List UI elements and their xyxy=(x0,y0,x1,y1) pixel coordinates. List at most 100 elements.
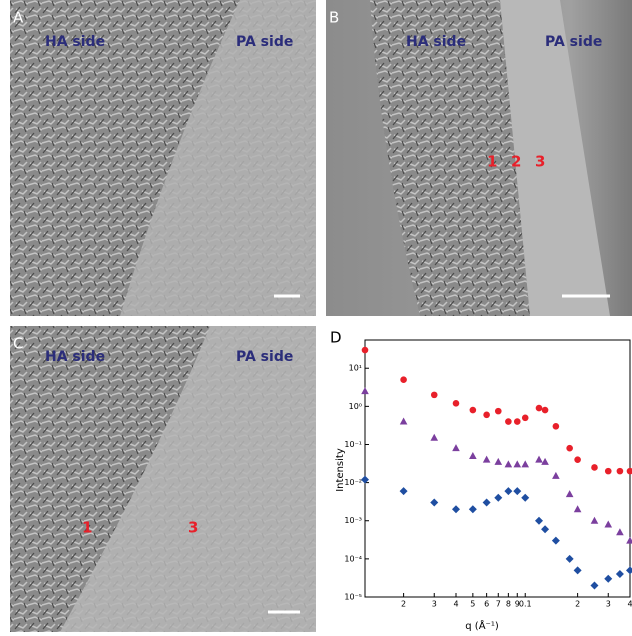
data-point xyxy=(535,404,543,412)
x-tick-label: 7 xyxy=(496,600,501,609)
data-point xyxy=(591,464,598,471)
data-point xyxy=(574,456,581,463)
data-point xyxy=(535,455,543,463)
data-point xyxy=(469,406,477,414)
x-tick-label: 6 xyxy=(484,600,489,609)
data-point xyxy=(521,493,530,502)
data-point xyxy=(521,414,529,422)
y-tick-label: 10⁻² xyxy=(344,478,362,487)
data-point xyxy=(616,528,624,536)
data-point xyxy=(541,457,549,465)
y-tick-label: 10⁻⁴ xyxy=(344,554,362,563)
data-point xyxy=(430,498,439,507)
annotation: 2 xyxy=(511,153,521,171)
data-point xyxy=(504,460,513,468)
data-point xyxy=(615,570,624,579)
data-point xyxy=(452,400,460,407)
data-point xyxy=(573,505,582,513)
panel-label: D xyxy=(330,329,342,347)
data-point xyxy=(552,422,560,430)
y-tick-label: 10⁻¹ xyxy=(344,440,362,449)
data-point xyxy=(604,574,613,583)
annotation: 3 xyxy=(535,153,545,171)
data-point xyxy=(451,505,460,514)
x-tick-label: 3 xyxy=(606,600,611,609)
data-point xyxy=(468,505,477,514)
data-point xyxy=(521,460,530,468)
data-point xyxy=(535,516,544,525)
data-point xyxy=(565,490,574,498)
y-axis-label: Intensity xyxy=(335,448,346,492)
data-point xyxy=(541,406,549,414)
data-point xyxy=(551,536,560,545)
data-point xyxy=(361,346,369,354)
panel-label: A xyxy=(13,9,24,27)
data-point xyxy=(590,581,599,590)
panel-a: A HA side PA side xyxy=(10,0,316,316)
data-point xyxy=(494,493,503,502)
data-point xyxy=(513,487,522,496)
data-point xyxy=(626,536,632,544)
annotation: HA side xyxy=(45,34,105,50)
data-point xyxy=(361,387,369,395)
membrane xyxy=(60,326,316,632)
data-point xyxy=(626,566,632,575)
x-tick-label: 2 xyxy=(575,600,580,609)
x-tick-label: 4 xyxy=(453,600,458,609)
panel-c: C HA side PA side 1 3 xyxy=(10,326,316,632)
data-point xyxy=(482,498,491,507)
membrane xyxy=(500,0,610,316)
data-point xyxy=(469,451,477,459)
data-point xyxy=(430,391,438,399)
panel-label: B xyxy=(329,9,339,27)
data-point xyxy=(541,525,550,534)
panel-label: C xyxy=(13,335,23,353)
data-point xyxy=(400,376,407,384)
data-point xyxy=(552,471,560,479)
data-point xyxy=(430,433,439,441)
x-tick-label: 5 xyxy=(470,600,475,609)
data-point xyxy=(590,516,599,524)
annotation: 1 xyxy=(82,519,92,537)
y-tick-label: 10¹ xyxy=(349,364,362,373)
data-point xyxy=(504,487,513,496)
data-point xyxy=(361,475,369,484)
x-tick-label: 9 xyxy=(515,600,520,609)
y-tick-label: 10⁰ xyxy=(349,402,362,411)
data-point xyxy=(482,455,491,463)
x-tick-label: 8 xyxy=(506,600,511,609)
data-point xyxy=(505,418,512,425)
annotation: 3 xyxy=(188,519,198,537)
membrane xyxy=(120,0,316,316)
x-tick-label: 3 xyxy=(432,600,437,609)
annotation: HA side xyxy=(45,349,105,365)
data-point xyxy=(513,418,521,425)
annotation: PA side xyxy=(236,349,293,365)
data-point xyxy=(604,520,613,528)
annotation: PA side xyxy=(545,34,602,50)
annotation: PA side xyxy=(236,34,293,50)
data-point xyxy=(494,407,502,415)
x-tick-label: 4 xyxy=(627,600,632,609)
annotation: HA side xyxy=(406,34,466,50)
panel-d: D q (Å⁻¹) Intensity 2 3 4 5 6 7 8 9 0.1 2 3 4 10⁻⁵ 10… xyxy=(330,329,632,632)
data-point xyxy=(573,566,582,575)
data-point xyxy=(452,444,460,452)
data-point xyxy=(399,417,408,425)
data-point xyxy=(399,487,408,496)
membrane xyxy=(370,0,530,316)
data-point xyxy=(483,411,490,419)
data-point xyxy=(513,460,522,468)
x-tick-label: 2 xyxy=(401,600,406,609)
x-axis-label: q (Å⁻¹) xyxy=(465,619,499,632)
annotation: 1 xyxy=(487,153,497,171)
data-point xyxy=(626,467,632,475)
data-point xyxy=(616,467,624,475)
data-point xyxy=(494,457,503,465)
panel-b: B HA side PA side 1 2 3 xyxy=(326,0,632,316)
x-tick-label: 0.1 xyxy=(519,600,532,609)
y-tick-label: 10⁻³ xyxy=(344,516,362,525)
y-tick-label: 10⁻⁵ xyxy=(344,593,362,602)
data-point xyxy=(566,444,573,452)
